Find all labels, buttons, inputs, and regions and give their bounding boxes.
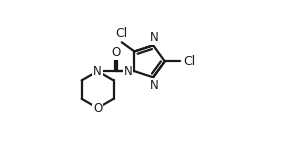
Text: N: N — [149, 31, 158, 44]
Text: O: O — [111, 46, 121, 59]
Text: O: O — [93, 101, 102, 115]
Text: Cl: Cl — [183, 55, 196, 68]
Text: Cl: Cl — [116, 27, 128, 40]
Text: N: N — [124, 65, 133, 78]
Text: N: N — [149, 79, 158, 92]
Text: N: N — [93, 65, 102, 78]
